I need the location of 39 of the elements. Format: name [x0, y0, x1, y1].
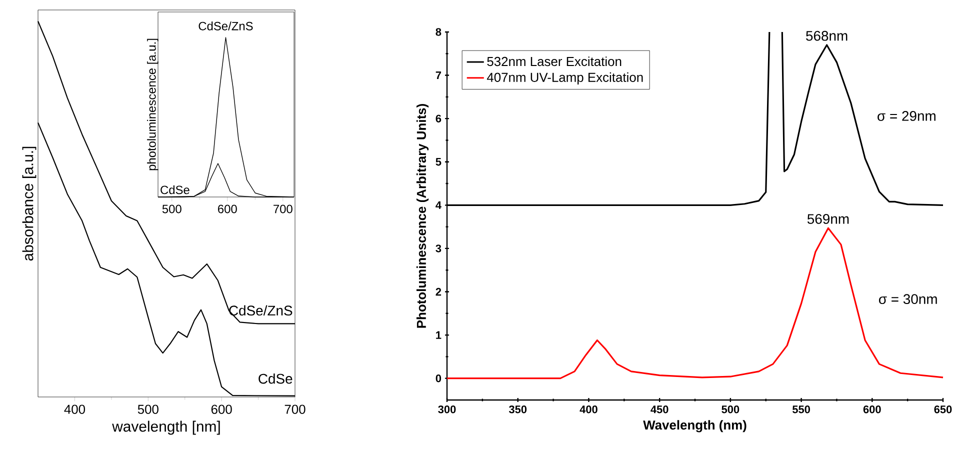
y-tick-label: 8	[436, 28, 442, 36]
annotation: 569nm	[807, 214, 849, 224]
y-tick-label: 6	[436, 114, 442, 122]
annotation: σ = 30nm	[878, 294, 937, 304]
y-tick-label: 2	[436, 288, 442, 296]
y-axis-title: Photoluminescence (Arbitrary Units)	[416, 104, 429, 328]
y-tick-label: 4	[436, 201, 442, 209]
x-tick-label: 300	[438, 406, 456, 414]
legend-label: 407nm UV-Lamp Excitation	[486, 72, 643, 84]
x-tick-label: 550	[792, 406, 810, 414]
x-tick-label: 700	[284, 404, 306, 414]
annotation: 568nm	[806, 30, 848, 41]
x-tick-label: 400	[64, 404, 86, 414]
series-label: CdSe/ZnS	[198, 22, 253, 30]
x-tick-label: 500	[722, 406, 740, 414]
x-tick-label: 600	[211, 404, 232, 414]
series-label: CdSe	[258, 373, 292, 384]
x-axis-title: wavelength [nm]	[112, 420, 220, 435]
legend-label: 532nm Laser Excitation	[487, 56, 622, 66]
x-tick-label: 600	[863, 406, 881, 414]
y-tick-label: 7	[436, 72, 442, 80]
series-label: CdSe	[160, 185, 190, 194]
x-tick-label: 450	[650, 406, 668, 414]
y-axis-title: absorbance [a.u.]	[22, 146, 36, 261]
annotation: σ = 29nm	[878, 111, 936, 121]
y-axis-title: photoluminescence [a.u.]	[147, 38, 158, 170]
y-tick-label: 5	[436, 158, 442, 166]
x-tick-label: 600	[218, 204, 237, 214]
y-tick-label: 0	[436, 374, 442, 382]
x-tick-label: 700	[274, 204, 292, 214]
x-axis-title: Wavelength (nm)	[643, 420, 746, 432]
series-label: CdSe/ZnS	[229, 305, 292, 316]
x-tick-label: 500	[162, 204, 182, 214]
y-tick-label: 1	[436, 331, 442, 339]
x-tick-label: 650	[934, 406, 952, 414]
x-tick-label: 400	[580, 406, 598, 414]
x-tick-label: 350	[508, 406, 527, 414]
y-tick-label: 3	[436, 244, 442, 252]
x-tick-label: 500	[138, 404, 158, 414]
